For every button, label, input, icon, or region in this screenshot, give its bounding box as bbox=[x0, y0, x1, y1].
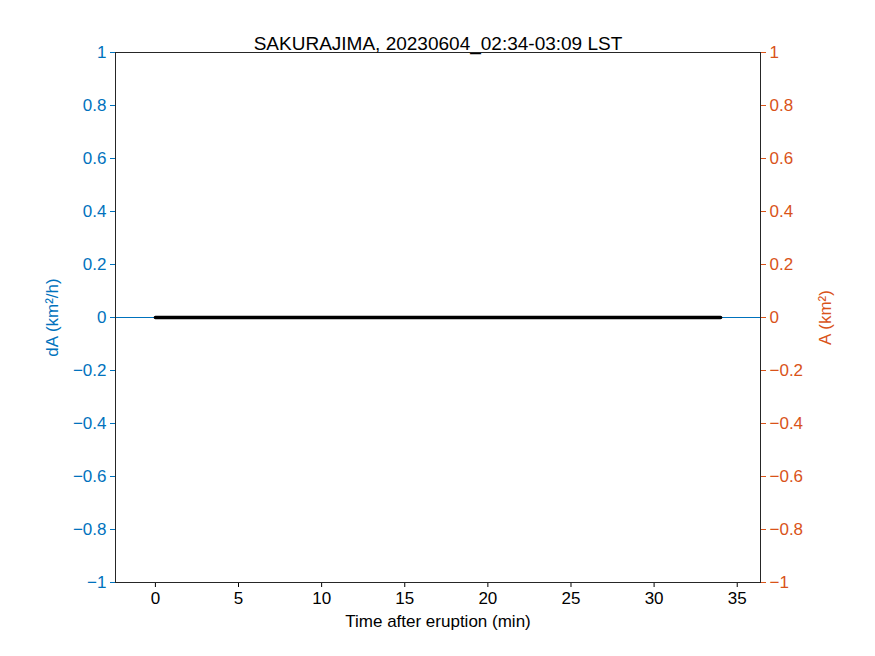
svg-text:0: 0 bbox=[97, 308, 106, 327]
svg-text:−0.4: −0.4 bbox=[770, 414, 804, 433]
svg-text:0: 0 bbox=[770, 308, 779, 327]
svg-text:SAKURAJIMA, 20230604_02:34-03:: SAKURAJIMA, 20230604_02:34-03:09 LST bbox=[254, 33, 623, 55]
svg-text:−0.8: −0.8 bbox=[73, 520, 107, 539]
svg-text:0.4: 0.4 bbox=[770, 202, 794, 221]
svg-text:0.8: 0.8 bbox=[83, 96, 107, 115]
svg-text:−0.2: −0.2 bbox=[73, 361, 107, 380]
svg-text:0.4: 0.4 bbox=[83, 202, 107, 221]
svg-text:Time after eruption (min): Time after eruption (min) bbox=[345, 612, 530, 631]
svg-text:1: 1 bbox=[770, 43, 779, 62]
svg-text:−1: −1 bbox=[87, 573, 106, 592]
svg-text:−0.4: −0.4 bbox=[73, 414, 107, 433]
svg-text:0.2: 0.2 bbox=[83, 255, 107, 274]
svg-text:15: 15 bbox=[395, 589, 414, 608]
svg-text:−0.2: −0.2 bbox=[770, 361, 804, 380]
svg-text:0.2: 0.2 bbox=[770, 255, 794, 274]
svg-text:5: 5 bbox=[234, 589, 243, 608]
svg-text:1: 1 bbox=[97, 43, 106, 62]
svg-text:0: 0 bbox=[151, 589, 160, 608]
svg-text:dA (km²/h): dA (km²/h) bbox=[43, 278, 62, 356]
svg-text:0.6: 0.6 bbox=[83, 149, 107, 168]
svg-text:10: 10 bbox=[312, 589, 331, 608]
svg-text:−1: −1 bbox=[770, 573, 789, 592]
svg-text:−0.8: −0.8 bbox=[770, 520, 804, 539]
svg-text:25: 25 bbox=[562, 589, 581, 608]
svg-text:−0.6: −0.6 bbox=[73, 467, 107, 486]
svg-text:35: 35 bbox=[728, 589, 747, 608]
svg-text:−0.6: −0.6 bbox=[770, 467, 804, 486]
svg-text:0.6: 0.6 bbox=[770, 149, 794, 168]
svg-text:20: 20 bbox=[478, 589, 497, 608]
svg-text:A (km²): A (km²) bbox=[816, 290, 835, 345]
svg-text:0.8: 0.8 bbox=[770, 96, 794, 115]
svg-text:30: 30 bbox=[645, 589, 664, 608]
